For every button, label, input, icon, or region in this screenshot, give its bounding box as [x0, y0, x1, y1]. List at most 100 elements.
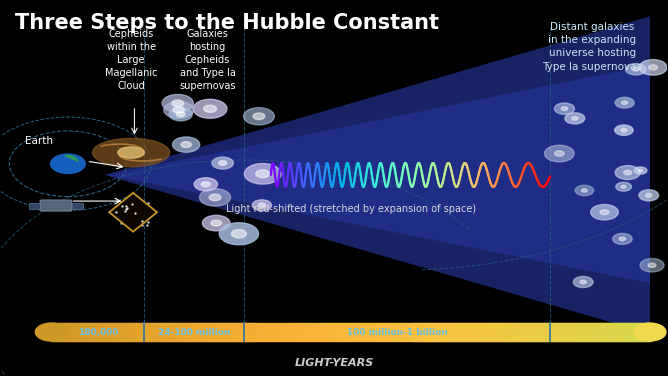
Bar — [440, 323, 443, 341]
Bar — [618, 323, 621, 341]
Circle shape — [554, 151, 564, 156]
Bar — [377, 323, 379, 341]
Bar — [532, 323, 535, 341]
Bar — [255, 323, 257, 341]
Bar — [77, 323, 80, 341]
Bar — [418, 323, 421, 341]
Bar — [271, 323, 273, 341]
Bar — [309, 323, 311, 341]
Circle shape — [565, 113, 584, 124]
Bar — [405, 323, 407, 341]
Circle shape — [544, 145, 574, 162]
Bar — [552, 323, 555, 341]
Bar — [416, 323, 419, 341]
Bar — [524, 323, 527, 341]
Circle shape — [581, 189, 587, 192]
Bar — [498, 323, 501, 341]
Bar — [187, 323, 190, 341]
Circle shape — [615, 165, 640, 180]
Circle shape — [212, 157, 233, 169]
Bar — [341, 323, 343, 341]
Bar — [369, 323, 371, 341]
Circle shape — [634, 167, 647, 174]
FancyBboxPatch shape — [40, 200, 72, 211]
Bar — [584, 323, 587, 341]
Bar — [375, 323, 377, 341]
Bar — [267, 323, 269, 341]
Bar — [385, 323, 387, 341]
Bar — [626, 323, 629, 341]
Bar — [622, 323, 625, 341]
Circle shape — [209, 194, 221, 201]
Bar — [494, 323, 497, 341]
Bar — [235, 323, 238, 341]
Bar — [570, 323, 573, 341]
Bar — [458, 323, 461, 341]
Circle shape — [259, 203, 266, 207]
Text: LIGHT-YEARS: LIGHT-YEARS — [295, 358, 373, 368]
Circle shape — [169, 108, 192, 121]
Bar — [361, 323, 363, 341]
Bar — [69, 323, 72, 341]
Bar — [355, 323, 357, 341]
Bar — [279, 323, 281, 341]
Bar — [143, 323, 146, 341]
Bar — [482, 323, 485, 341]
Bar — [247, 323, 250, 341]
Bar — [538, 323, 541, 341]
Bar — [327, 323, 329, 341]
Bar — [203, 323, 206, 341]
Text: 24-100 million: 24-100 million — [158, 327, 230, 337]
Bar — [598, 323, 601, 341]
Bar — [183, 323, 186, 341]
Bar — [562, 323, 565, 341]
Bar — [496, 323, 499, 341]
Bar — [295, 323, 297, 341]
Circle shape — [639, 190, 659, 201]
Bar — [101, 323, 104, 341]
Bar — [225, 323, 228, 341]
Bar — [171, 323, 174, 341]
Polygon shape — [104, 16, 650, 334]
Bar — [592, 323, 595, 341]
Bar — [508, 323, 511, 341]
Bar — [544, 323, 547, 341]
Bar — [373, 323, 375, 341]
Bar — [163, 323, 166, 341]
Bar — [452, 323, 455, 341]
Bar — [442, 323, 445, 341]
Bar — [490, 323, 493, 341]
Bar — [215, 323, 218, 341]
Bar — [546, 323, 549, 341]
Circle shape — [256, 170, 270, 178]
Circle shape — [572, 117, 578, 120]
Bar — [347, 323, 349, 341]
Bar — [73, 323, 76, 341]
Bar — [321, 323, 323, 341]
Bar — [88, 323, 90, 341]
Bar — [157, 323, 160, 341]
Bar — [335, 323, 337, 341]
Bar — [175, 323, 178, 341]
Bar — [610, 323, 613, 341]
Bar — [409, 323, 411, 341]
Bar — [638, 323, 641, 341]
Circle shape — [201, 182, 210, 187]
Bar — [600, 323, 603, 341]
Circle shape — [615, 125, 633, 135]
Bar — [125, 323, 128, 341]
Bar — [586, 323, 589, 341]
Bar — [367, 323, 369, 341]
Bar — [109, 323, 112, 341]
Bar — [644, 323, 647, 341]
Text: 180,000: 180,000 — [77, 327, 118, 337]
Bar — [411, 323, 413, 341]
Circle shape — [575, 185, 594, 196]
Bar — [325, 323, 327, 341]
Bar — [582, 323, 584, 341]
Circle shape — [211, 220, 222, 226]
Bar — [111, 323, 114, 341]
Bar — [97, 323, 100, 341]
Bar — [430, 323, 433, 341]
Bar — [428, 323, 431, 341]
